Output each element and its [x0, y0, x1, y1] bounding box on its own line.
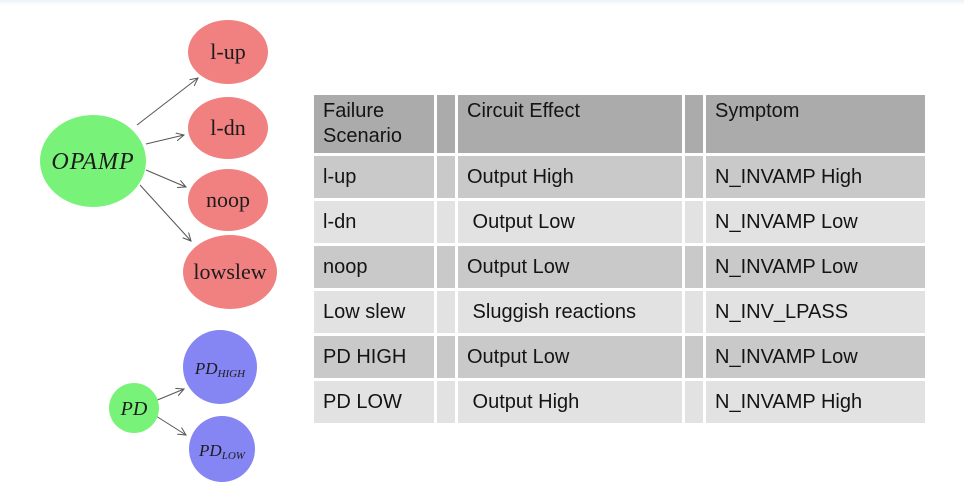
spacer-cell — [437, 156, 455, 198]
cell-symptom: N_INVAMP High — [706, 381, 925, 423]
spacer-cell — [685, 291, 703, 333]
cell-symptom: N_INVAMP Low — [706, 246, 925, 288]
node-pd-high-base: PD — [194, 359, 218, 378]
cell-symptom: N_INVAMP High — [706, 156, 925, 198]
node-l-up — [188, 20, 268, 84]
node-l-dn — [188, 97, 268, 159]
node-lowslew — [183, 235, 277, 309]
spacer-cell — [685, 381, 703, 423]
spacer-cell — [437, 201, 455, 243]
spacer-cell — [685, 246, 703, 288]
spacer-cell — [685, 201, 703, 243]
failure-scenario-table: Failure Scenario Circuit Effect Symptom … — [314, 95, 925, 423]
cell-scenario: PD HIGH — [314, 336, 434, 378]
cell-scenario: l-dn — [314, 201, 434, 243]
node-pd — [109, 383, 159, 433]
header-spacer-cell — [437, 95, 455, 153]
arrow-opamp-to-noop — [145, 169, 186, 187]
cell-effect: Sluggish reactions — [458, 291, 682, 333]
node-pd-high — [183, 330, 257, 404]
node-l-up-label: l-up — [210, 39, 245, 64]
node-pd-high-subscript: HIGH — [217, 368, 247, 380]
arrow-opamp-to-l-up — [136, 78, 198, 126]
arrow-pd-to-pd-high — [154, 389, 184, 402]
cell-scenario: noop — [314, 246, 434, 288]
node-l-dn-label: l-dn — [210, 115, 245, 140]
pd-arrows — [154, 389, 186, 435]
top-edge-highlight — [0, 0, 964, 5]
cell-effect: Output High — [458, 156, 682, 198]
cell-effect: Output Low — [458, 336, 682, 378]
cell-scenario: Low slew — [314, 291, 434, 333]
header-spacer-cell — [685, 95, 703, 153]
cell-scenario: l-up — [314, 156, 434, 198]
header-failure-scenario: Failure Scenario — [314, 95, 434, 153]
cell-symptom: N_INVAMP Low — [706, 201, 925, 243]
cell-scenario: PD LOW — [314, 381, 434, 423]
opamp-arrows — [136, 78, 198, 241]
node-noop-label: noop — [206, 187, 250, 212]
arrow-opamp-to-l-dn — [145, 135, 184, 145]
node-noop — [188, 169, 268, 231]
node-pd-high-label: PDHIGH — [194, 359, 246, 380]
node-pd-label: PD — [120, 398, 148, 420]
node-lowslew-label: lowslew — [193, 259, 266, 284]
spacer-cell — [685, 336, 703, 378]
cell-symptom: N_INVAMP Low — [706, 336, 925, 378]
header-symptom: Symptom — [706, 95, 925, 153]
spacer-cell — [437, 291, 455, 333]
spacer-cell — [437, 336, 455, 378]
spacer-cell — [437, 246, 455, 288]
cell-symptom: N_INV_LPASS — [706, 291, 925, 333]
node-pd-low-base: PD — [198, 441, 222, 460]
arrow-opamp-to-lowslew — [139, 184, 191, 241]
node-opamp-label: OPAMP — [51, 149, 134, 175]
spacer-cell — [437, 381, 455, 423]
cell-effect: Output Low — [458, 246, 682, 288]
cell-effect: Output Low — [458, 201, 682, 243]
node-pd-low — [189, 416, 255, 482]
header-circuit-effect: Circuit Effect — [458, 95, 682, 153]
node-opamp — [40, 115, 146, 207]
arrow-pd-to-pd-low — [155, 415, 186, 435]
fault-tree-diagram: OPAMP l-up l-dn noop lowslew PD PDHIGH P… — [40, 20, 277, 482]
spacer-cell — [685, 156, 703, 198]
node-pd-low-label: PDLOW — [198, 441, 246, 462]
node-pd-low-subscript: LOW — [221, 450, 246, 462]
cell-effect: Output High — [458, 381, 682, 423]
